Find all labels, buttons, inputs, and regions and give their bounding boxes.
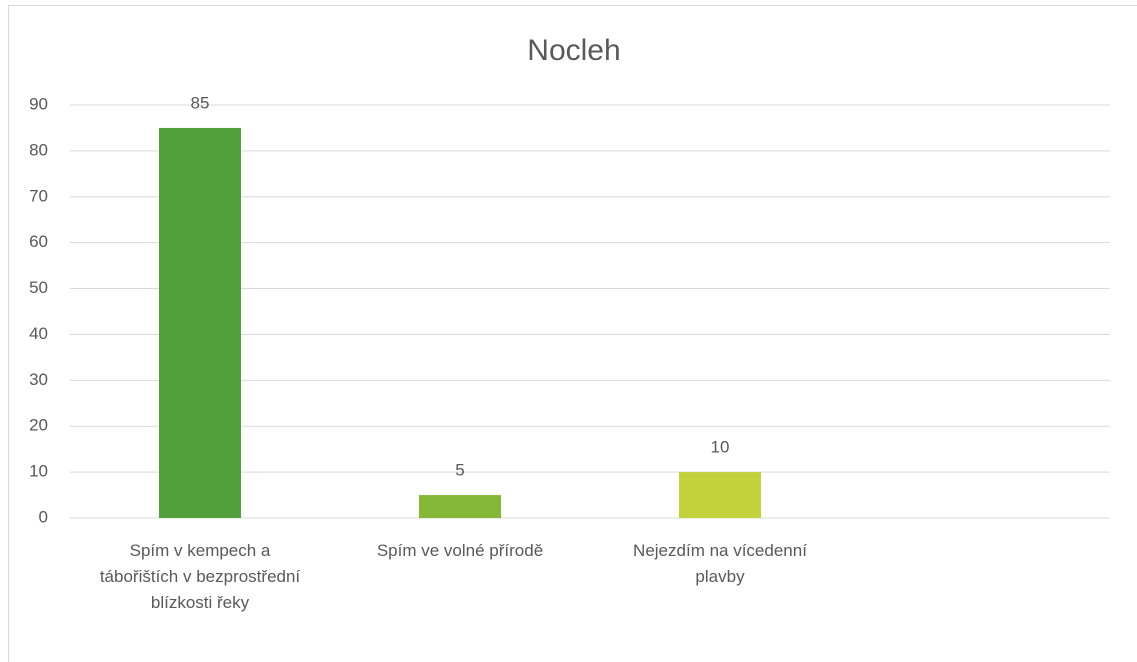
bar	[159, 127, 241, 518]
y-tick-label: 70	[29, 186, 48, 205]
bar	[679, 472, 761, 518]
y-tick-label: 0	[39, 507, 48, 526]
bar	[419, 495, 501, 518]
y-tick-label: 30	[29, 370, 48, 389]
y-tick-label: 90	[29, 94, 48, 113]
y-tick-label: 60	[29, 232, 48, 251]
data-label: 10	[711, 438, 730, 457]
data-label: 85	[191, 93, 210, 112]
y-tick-label: 50	[29, 278, 48, 297]
y-tick-label: 40	[29, 324, 48, 343]
chart-title: Nocleh	[527, 34, 620, 67]
y-tick-label: 20	[29, 416, 48, 435]
y-tick-label: 80	[29, 140, 48, 159]
y-tick-label: 10	[29, 462, 48, 481]
chart-border	[8, 5, 1137, 662]
data-label: 5	[455, 461, 464, 480]
x-tick-label: Nejezdím na vícedenní plavby	[633, 541, 807, 586]
x-tick-label: Spím v kempech a tábořištích v bezprostř…	[99, 541, 301, 612]
x-tick-label: Spím ve volné přírodě	[376, 541, 544, 560]
